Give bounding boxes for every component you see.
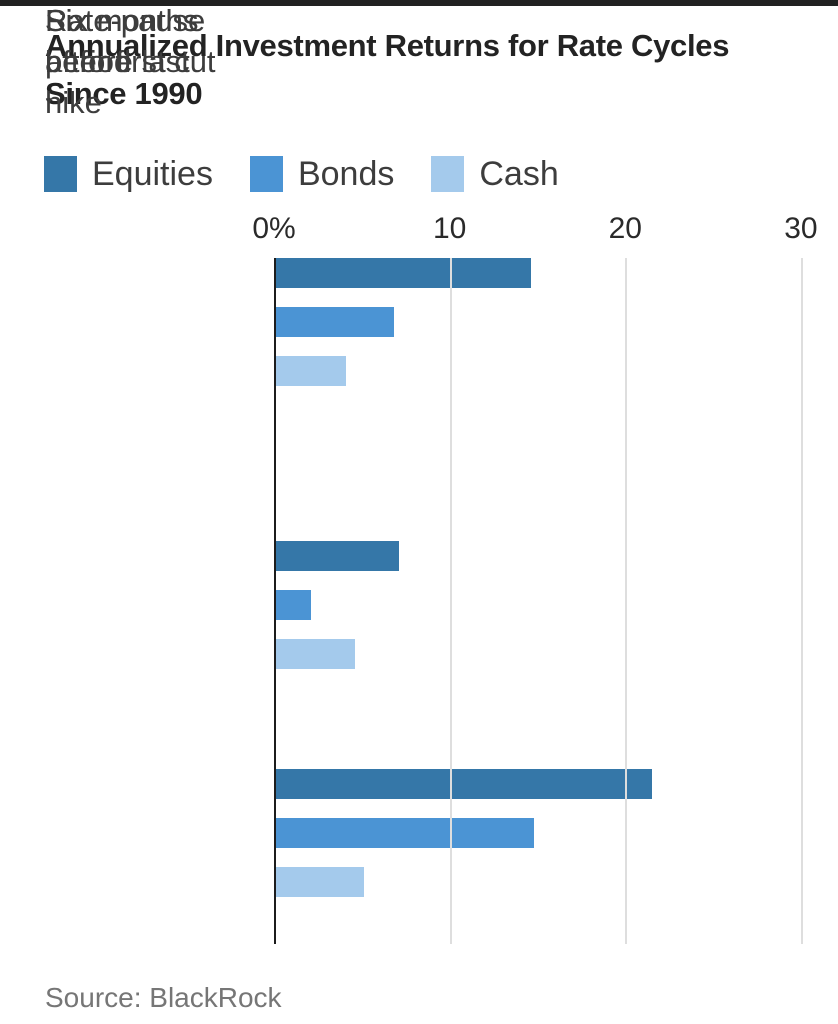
legend-swatch-equities-icon — [44, 156, 77, 192]
bar-equities — [276, 769, 652, 799]
source-note: Source: BlackRock — [45, 982, 282, 1013]
bar-equities — [276, 258, 531, 288]
legend-swatch-cash-icon — [431, 156, 465, 192]
bar-group-rate-pause — [276, 769, 836, 916]
bar-bonds — [276, 307, 394, 337]
legend-item-equities: Equities — [44, 156, 213, 192]
bar-cash — [276, 356, 347, 386]
gridline-20 — [625, 258, 628, 944]
bar-cash — [276, 867, 364, 897]
bar-equities — [276, 541, 399, 571]
bar-bonds — [276, 818, 535, 848]
category-label-after-first-cut: Six months after first cut — [45, 3, 216, 79]
bar-group-before-last-hike — [276, 541, 836, 688]
x-tick-label-30: 30 — [784, 212, 818, 245]
category-label-before-last-hike: Six months before last hike — [45, 3, 199, 120]
legend-item-cash: Cash — [431, 155, 559, 193]
category-label-rate-pause: Rate-pause period — [45, 3, 206, 79]
plot-area: 0% 10 20 30 — [252, 212, 836, 944]
legend: Equities Bonds Cash — [44, 156, 559, 192]
legend-swatch-bonds-icon — [249, 156, 283, 192]
legend-label-bonds: Bonds — [297, 155, 395, 193]
gridline-30 — [800, 258, 803, 944]
legend-item-bonds: Bonds — [249, 155, 395, 193]
bar-cash — [276, 639, 356, 669]
bar-group-after-first-cut — [276, 258, 836, 405]
top-progress-bar — [0, 0, 838, 6]
legend-label-cash: Cash — [479, 155, 559, 193]
chart-title: Annualized Investment Returns for Rate C… — [45, 28, 730, 111]
x-tick-label-20: 20 — [608, 212, 642, 245]
gridline-10 — [449, 258, 452, 944]
bar-bonds — [276, 590, 312, 620]
y-axis-baseline — [274, 258, 276, 944]
legend-label-equities: Equities — [92, 155, 213, 193]
x-tick-label-10: 10 — [432, 212, 467, 245]
x-tick-label-0: 0% — [252, 212, 296, 245]
